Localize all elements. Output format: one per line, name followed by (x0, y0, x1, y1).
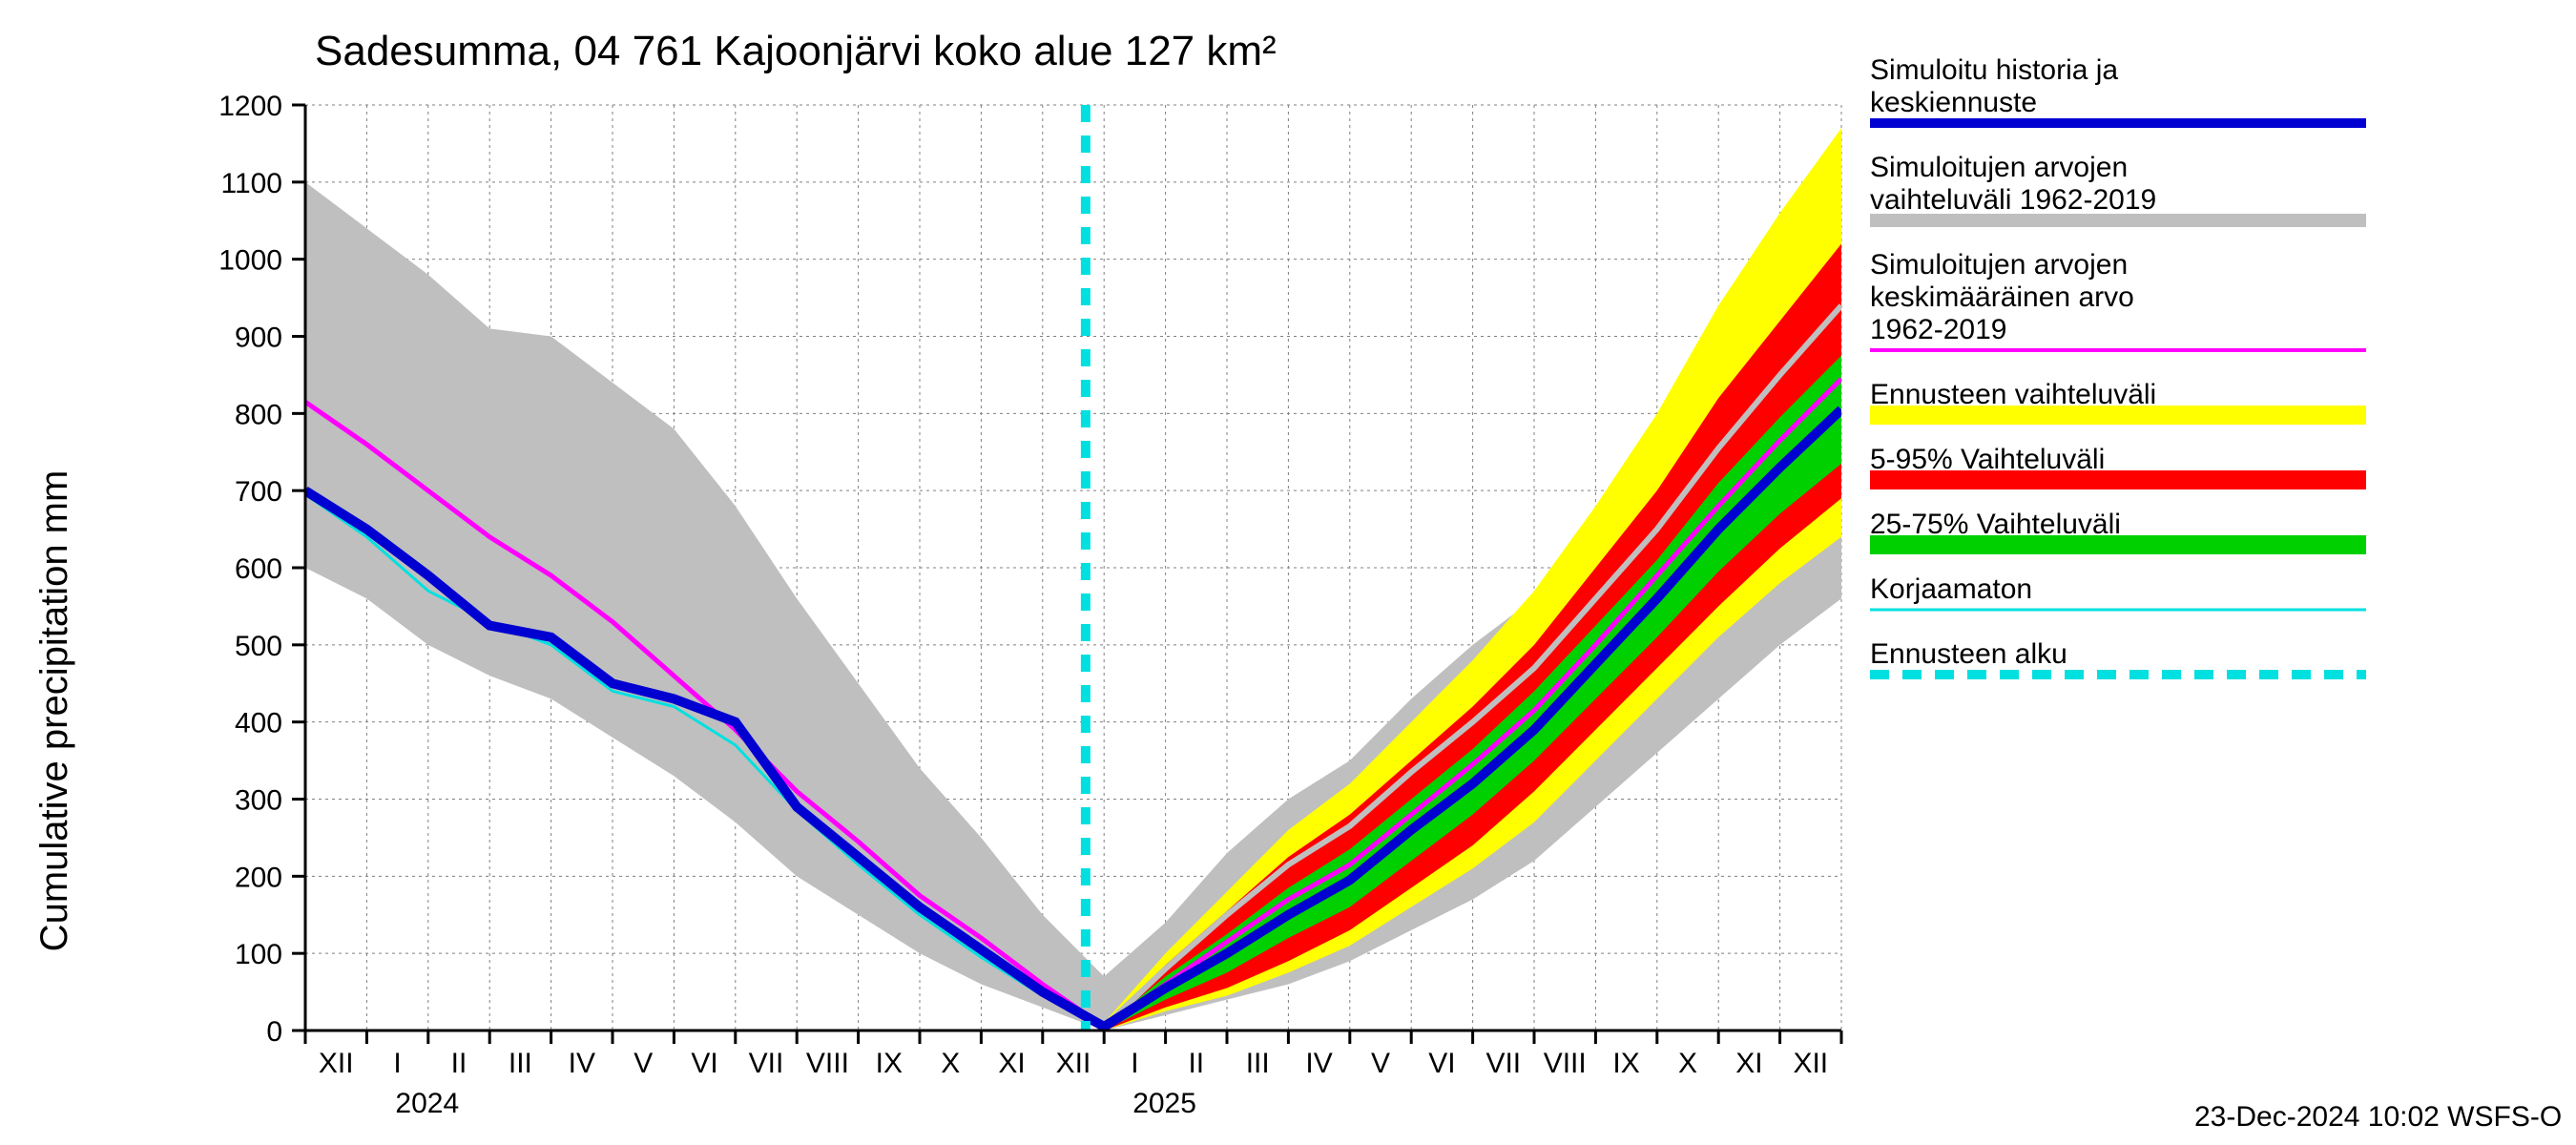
svg-text:5-95% Vaihteluväli: 5-95% Vaihteluväli (1870, 444, 2105, 475)
svg-text:1000: 1000 (218, 245, 282, 277)
svg-text:vaihteluväli 1962-2019: vaihteluväli 1962-2019 (1870, 184, 2156, 216)
svg-text:XI: XI (998, 1048, 1025, 1079)
svg-text:X: X (1678, 1048, 1697, 1079)
svg-text:Ennusteen vaihteluväli: Ennusteen vaihteluväli (1870, 379, 2156, 410)
svg-text:XII: XII (319, 1048, 354, 1079)
svg-text:keskiennuste: keskiennuste (1870, 87, 2037, 118)
footer-timestamp: 23-Dec-2024 10:02 WSFS-O (2194, 1101, 2562, 1133)
svg-text:600: 600 (235, 553, 282, 585)
svg-text:2025: 2025 (1132, 1088, 1196, 1119)
svg-text:0: 0 (266, 1016, 282, 1048)
svg-text:IX: IX (1612, 1048, 1639, 1079)
svg-text:400: 400 (235, 708, 282, 739)
svg-text:V: V (1371, 1048, 1390, 1079)
svg-text:Simuloitujen arvojen: Simuloitujen arvojen (1870, 152, 2128, 183)
svg-text:I: I (393, 1048, 401, 1079)
svg-text:700: 700 (235, 476, 282, 508)
svg-text:100: 100 (235, 939, 282, 970)
svg-text:II: II (1188, 1048, 1204, 1079)
svg-text:III: III (1246, 1048, 1270, 1079)
svg-text:Simuloitujen arvojen: Simuloitujen arvojen (1870, 249, 2128, 281)
svg-text:Simuloitu historia ja: Simuloitu historia ja (1870, 54, 2118, 86)
svg-text:200: 200 (235, 862, 282, 893)
svg-text:XII: XII (1793, 1048, 1828, 1079)
svg-text:VI: VI (1428, 1048, 1455, 1079)
svg-text:2024: 2024 (395, 1088, 459, 1119)
svg-text:VII: VII (1485, 1048, 1521, 1079)
svg-text:V: V (634, 1048, 653, 1079)
svg-text:300: 300 (235, 785, 282, 817)
svg-text:VIII: VIII (1544, 1048, 1587, 1079)
svg-text:800: 800 (235, 399, 282, 430)
svg-text:Korjaamaton: Korjaamaton (1870, 573, 2032, 605)
svg-text:1200: 1200 (218, 91, 282, 122)
svg-text:IV: IV (1305, 1048, 1332, 1079)
svg-text:XII: XII (1056, 1048, 1091, 1079)
svg-text:X: X (941, 1048, 960, 1079)
svg-text:III: III (509, 1048, 532, 1079)
svg-text:IV: IV (569, 1048, 595, 1079)
svg-text:I: I (1131, 1048, 1138, 1079)
chart-title: Sadesumma, 04 761 Kajoonjärvi koko alue … (315, 28, 1277, 74)
y-axis-label: Cumulative precipitation mm (33, 470, 75, 952)
svg-text:XI: XI (1735, 1048, 1762, 1079)
svg-text:II: II (451, 1048, 467, 1079)
svg-text:Ennusteen alku: Ennusteen alku (1870, 638, 2067, 670)
svg-text:500: 500 (235, 631, 282, 662)
svg-text:25-75% Vaihteluväli: 25-75% Vaihteluväli (1870, 509, 2121, 540)
svg-text:1100: 1100 (220, 168, 282, 199)
svg-text:VI: VI (691, 1048, 717, 1079)
svg-text:keskimääräinen arvo: keskimääräinen arvo (1870, 281, 2134, 313)
precipitation-chart: 0 100 200 300 400 500 600 700 800 900 1000 1100 1200… (0, 0, 2576, 1145)
svg-text:VIII: VIII (806, 1048, 849, 1079)
svg-text:VII: VII (749, 1048, 784, 1079)
svg-text:IX: IX (876, 1048, 903, 1079)
svg-text:1962-2019: 1962-2019 (1870, 314, 2006, 345)
svg-text:900: 900 (235, 323, 282, 354)
